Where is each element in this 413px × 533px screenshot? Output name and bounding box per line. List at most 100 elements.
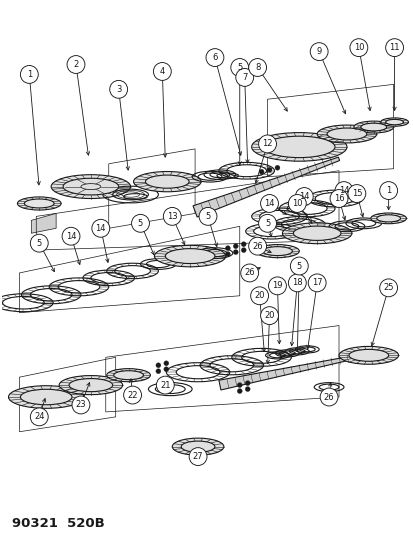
Ellipse shape bbox=[380, 118, 408, 126]
Text: 9: 9 bbox=[316, 47, 321, 56]
Circle shape bbox=[240, 264, 258, 282]
Circle shape bbox=[250, 287, 268, 305]
Circle shape bbox=[309, 43, 327, 61]
Circle shape bbox=[225, 252, 230, 256]
Text: 18: 18 bbox=[291, 278, 302, 287]
Ellipse shape bbox=[145, 175, 189, 188]
Ellipse shape bbox=[63, 178, 119, 195]
Ellipse shape bbox=[59, 376, 122, 394]
Circle shape bbox=[237, 389, 242, 393]
Ellipse shape bbox=[385, 119, 403, 125]
Circle shape bbox=[347, 184, 365, 203]
Text: 20: 20 bbox=[263, 311, 274, 320]
Circle shape bbox=[379, 182, 396, 199]
Text: 4: 4 bbox=[159, 67, 164, 76]
Circle shape bbox=[241, 248, 246, 253]
Text: 14: 14 bbox=[263, 199, 274, 208]
Text: 19: 19 bbox=[272, 281, 282, 290]
Text: 6: 6 bbox=[212, 53, 217, 62]
Ellipse shape bbox=[181, 441, 214, 452]
Circle shape bbox=[156, 363, 161, 368]
Ellipse shape bbox=[338, 346, 398, 364]
Circle shape bbox=[329, 190, 347, 207]
Text: 5: 5 bbox=[296, 262, 301, 271]
Circle shape bbox=[248, 59, 266, 76]
Text: 5: 5 bbox=[264, 219, 270, 228]
Circle shape bbox=[379, 279, 396, 297]
Circle shape bbox=[199, 207, 216, 225]
Ellipse shape bbox=[293, 226, 340, 240]
Ellipse shape bbox=[255, 245, 299, 257]
Ellipse shape bbox=[360, 123, 386, 131]
Text: 12: 12 bbox=[262, 140, 272, 148]
Ellipse shape bbox=[172, 438, 223, 455]
Circle shape bbox=[288, 274, 306, 292]
Text: 11: 11 bbox=[388, 43, 399, 52]
Ellipse shape bbox=[9, 386, 84, 408]
Circle shape bbox=[62, 227, 80, 245]
Ellipse shape bbox=[20, 389, 72, 405]
Text: 15: 15 bbox=[351, 189, 361, 198]
Circle shape bbox=[30, 234, 48, 252]
Text: 14: 14 bbox=[338, 186, 349, 195]
Circle shape bbox=[334, 182, 352, 199]
Circle shape bbox=[92, 220, 109, 237]
Circle shape bbox=[268, 277, 286, 295]
Circle shape bbox=[260, 306, 278, 325]
Text: 14: 14 bbox=[95, 224, 106, 233]
Ellipse shape bbox=[69, 378, 112, 392]
Circle shape bbox=[258, 214, 276, 232]
Text: 22: 22 bbox=[127, 391, 138, 400]
Ellipse shape bbox=[24, 199, 54, 208]
Circle shape bbox=[260, 195, 278, 213]
Ellipse shape bbox=[326, 128, 366, 140]
Text: 10: 10 bbox=[291, 199, 302, 208]
Ellipse shape bbox=[251, 133, 346, 161]
Ellipse shape bbox=[263, 136, 334, 158]
Text: 1: 1 bbox=[385, 186, 390, 195]
Text: 27: 27 bbox=[192, 452, 203, 461]
Text: 23: 23 bbox=[76, 400, 86, 409]
Circle shape bbox=[274, 165, 279, 170]
Circle shape bbox=[258, 135, 276, 153]
Text: 8: 8 bbox=[254, 63, 260, 72]
Ellipse shape bbox=[133, 172, 201, 192]
Text: 14: 14 bbox=[66, 232, 76, 241]
Circle shape bbox=[308, 274, 325, 292]
Circle shape bbox=[290, 257, 308, 275]
Circle shape bbox=[189, 448, 206, 465]
Text: 17: 17 bbox=[311, 278, 322, 287]
Circle shape bbox=[156, 376, 174, 394]
Text: 5: 5 bbox=[36, 239, 42, 248]
Circle shape bbox=[123, 386, 141, 404]
Text: 10: 10 bbox=[353, 43, 363, 52]
Text: 24: 24 bbox=[34, 413, 45, 422]
Text: 5: 5 bbox=[237, 63, 242, 72]
Text: 13: 13 bbox=[166, 212, 177, 221]
Circle shape bbox=[164, 361, 169, 366]
Text: 90321  520B: 90321 520B bbox=[12, 518, 104, 530]
Ellipse shape bbox=[165, 248, 214, 263]
Text: 2: 2 bbox=[73, 60, 78, 69]
Circle shape bbox=[244, 386, 249, 392]
Circle shape bbox=[67, 55, 85, 74]
Text: 14: 14 bbox=[298, 192, 309, 201]
Text: 25: 25 bbox=[382, 284, 393, 292]
Ellipse shape bbox=[316, 125, 376, 143]
Circle shape bbox=[288, 195, 306, 213]
Circle shape bbox=[244, 381, 249, 385]
Text: 26: 26 bbox=[323, 392, 334, 401]
Circle shape bbox=[385, 39, 403, 56]
Text: 26: 26 bbox=[244, 269, 254, 278]
Circle shape bbox=[30, 408, 48, 426]
Circle shape bbox=[241, 241, 246, 247]
Ellipse shape bbox=[353, 121, 393, 133]
Ellipse shape bbox=[282, 223, 351, 244]
Circle shape bbox=[225, 246, 230, 251]
Circle shape bbox=[20, 66, 38, 83]
Text: 3: 3 bbox=[116, 85, 121, 94]
Text: 26: 26 bbox=[252, 241, 262, 251]
Ellipse shape bbox=[114, 371, 143, 379]
Circle shape bbox=[131, 214, 149, 232]
Text: 5: 5 bbox=[205, 212, 210, 221]
